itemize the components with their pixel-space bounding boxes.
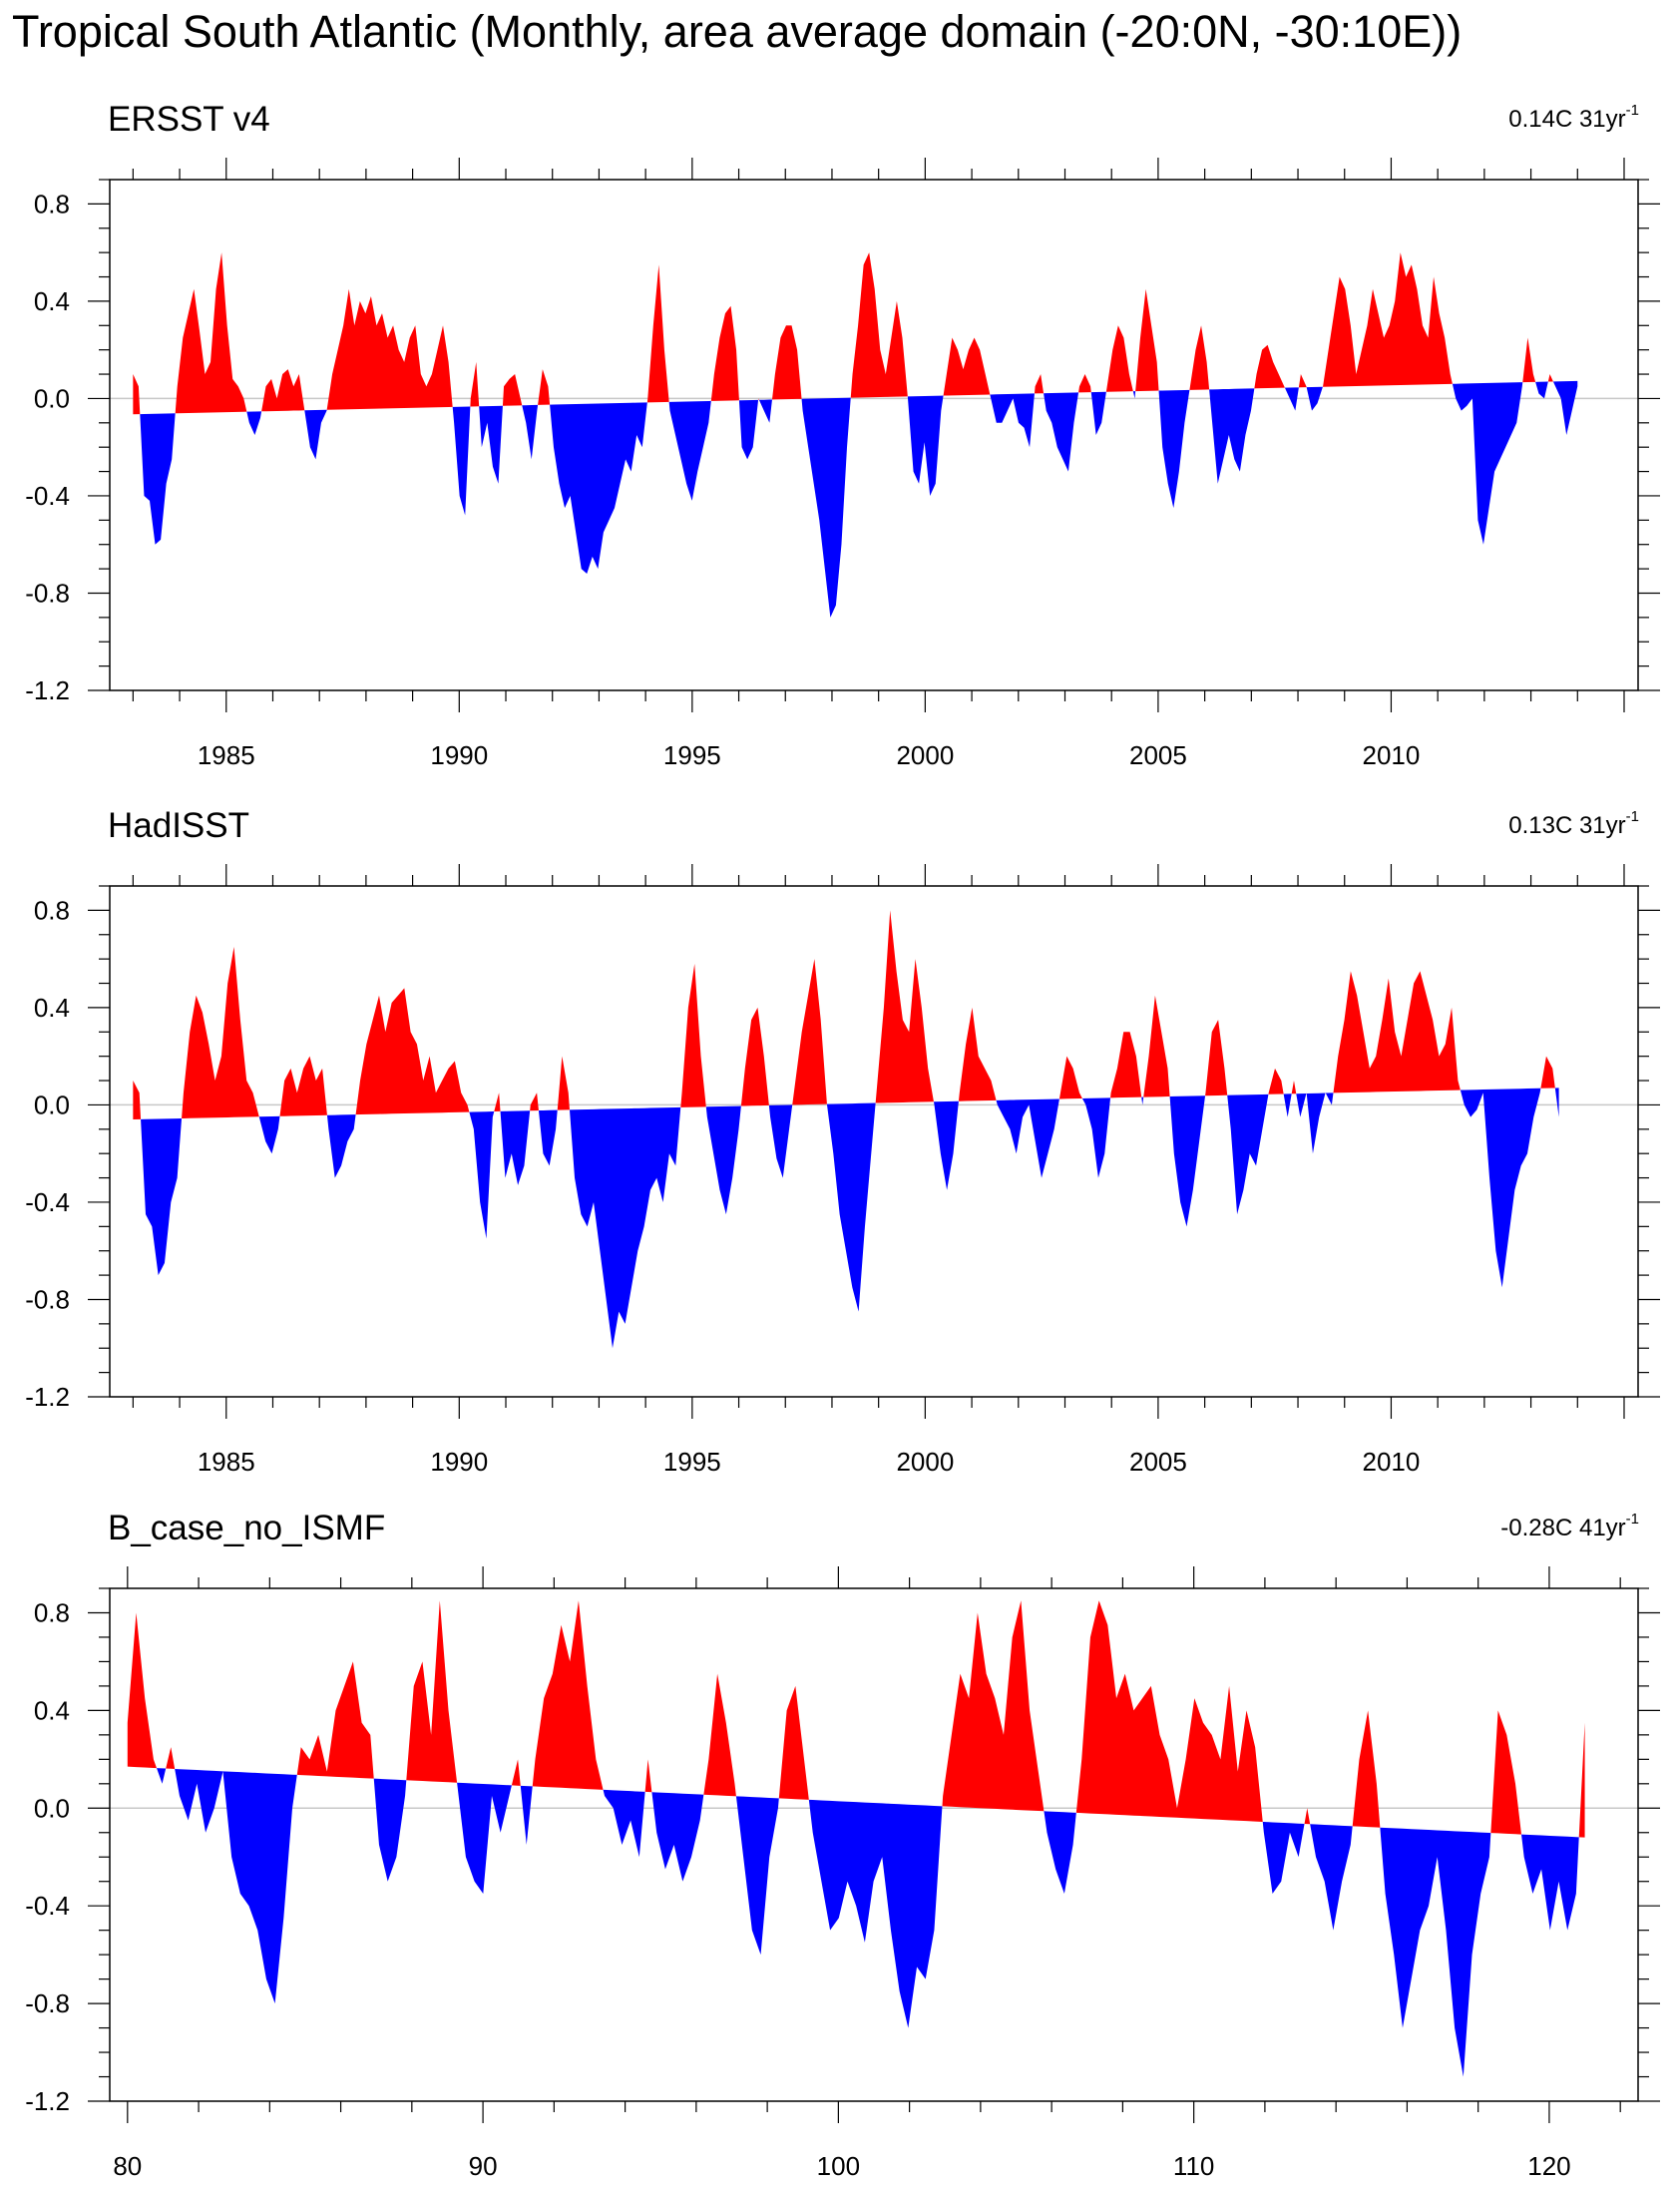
y-tick-label-ersst: 0.4 <box>34 286 70 316</box>
y-tick-label-hadisst: 0.4 <box>34 993 70 1023</box>
panel-bcase: 0.8 0.4 0.0 -0.4 -0.8 -1.2 80 90 100 110 120 <box>25 1566 1660 2181</box>
x-tick-label-hadisst: 2005 <box>1129 1447 1187 1477</box>
y-tick-label-bcase: 0.0 <box>34 1793 70 1823</box>
negative-anomaly-area-hadisst <box>133 1088 1559 1349</box>
x-tick-label-bcase: 90 <box>469 2151 498 2181</box>
x-tick-label-ersst: 1995 <box>663 740 721 770</box>
x-tick-label-bcase: 100 <box>817 2151 860 2181</box>
y-tick-label-bcase: 0.4 <box>34 1695 70 1725</box>
x-tick-label-ersst: 1990 <box>430 740 488 770</box>
positive-anomaly-area-ersst <box>133 252 1578 415</box>
y-tick-label-bcase: -0.8 <box>25 1988 70 2018</box>
trend-value-ersst: 0.14C 31yr <box>1508 106 1626 133</box>
trend-value-bcase: -0.28C 41yr <box>1500 1515 1626 1541</box>
y-tick-label-hadisst: -0.4 <box>25 1187 70 1217</box>
panel-ersst: 0.8 0.4 0.0 -0.4 -0.8 -1.2 1985 1990 1995 2000 200… <box>25 158 1660 770</box>
y-tick-label-ersst: 0.0 <box>34 383 70 413</box>
panel-hadisst: 0.8 0.4 0.0 -0.4 -0.8 -1.2 1985 1990 1995 2000 200… <box>25 864 1660 1477</box>
x-tick-label-hadisst: 2000 <box>896 1447 954 1477</box>
x-tick-label-ersst: 1985 <box>198 740 255 770</box>
negative-anomaly-area-bcase <box>127 1766 1585 2077</box>
x-tick-label-bcase: 120 <box>1527 2151 1570 2181</box>
y-tick-label-hadisst: -0.8 <box>25 1284 70 1314</box>
main-title: Tropical South Atlantic (Monthly, area a… <box>12 6 1463 57</box>
trend-value-hadisst: 0.13C 31yr <box>1508 812 1626 839</box>
panel-title-ersst: ERSST v4 <box>108 100 270 139</box>
x-tick-label-hadisst: 1990 <box>430 1447 488 1477</box>
plot-frame-hadisst <box>109 885 1639 1398</box>
y-tick-label-ersst: 0.8 <box>34 189 70 219</box>
y-tick-label-bcase: -0.4 <box>25 1891 70 1921</box>
trend-exponent-bcase: -1 <box>1625 1511 1639 1528</box>
panel-title-bcase: B_case_no_ISMF <box>108 1509 386 1547</box>
x-tick-label-hadisst: 2010 <box>1363 1447 1421 1477</box>
positive-anomaly-area-bcase <box>127 1600 1585 1838</box>
y-tick-label-hadisst: 0.8 <box>34 895 70 925</box>
trend-exponent-hadisst: -1 <box>1625 808 1639 825</box>
x-tick-label-hadisst: 1995 <box>663 1447 721 1477</box>
y-tick-label-ersst: -0.4 <box>25 481 70 511</box>
plot-frame-ersst <box>109 179 1639 691</box>
x-tick-label-bcase: 80 <box>113 2151 142 2181</box>
positive-anomaly-area-hadisst <box>133 910 1559 1120</box>
trend-label-bcase: -0.28C 41yr-1 <box>1500 1511 1639 1542</box>
trend-label-hadisst: 0.13C 31yr-1 <box>1508 808 1639 840</box>
y-tick-label-ersst: -0.8 <box>25 578 70 608</box>
trend-label-ersst: 0.14C 31yr-1 <box>1508 102 1639 134</box>
x-tick-label-bcase: 110 <box>1173 2151 1214 2181</box>
y-tick-label-ersst: -1.2 <box>25 675 70 705</box>
y-tick-label-hadisst: 0.0 <box>34 1090 70 1119</box>
x-tick-label-ersst: 2005 <box>1129 740 1187 770</box>
plot-frame-bcase <box>109 1587 1639 2102</box>
x-tick-label-ersst: 2000 <box>896 740 954 770</box>
panel-title-hadisst: HadISST <box>108 806 249 845</box>
negative-anomaly-area-ersst <box>133 380 1578 618</box>
y-tick-label-hadisst: -1.2 <box>25 1382 70 1412</box>
y-tick-label-bcase: -1.2 <box>25 2086 70 2116</box>
y-tick-label-bcase: 0.8 <box>34 1597 70 1627</box>
trend-exponent-ersst: -1 <box>1625 102 1639 119</box>
x-tick-label-ersst: 2010 <box>1363 740 1421 770</box>
x-tick-label-hadisst: 1985 <box>198 1447 255 1477</box>
